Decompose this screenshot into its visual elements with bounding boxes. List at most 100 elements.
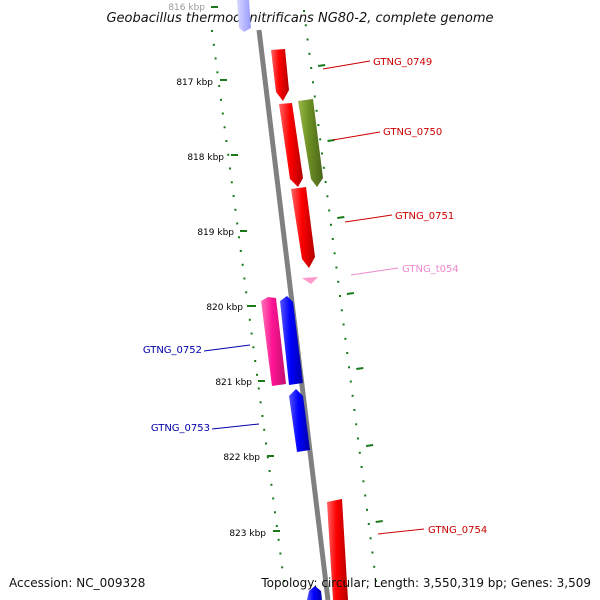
- tick-label-820: 820 kbp: [206, 303, 243, 313]
- dot-track-inner-left-dot: [261, 415, 264, 417]
- dot-track-inner-right-dot: [324, 181, 327, 183]
- dot-track-inner-right-dot: [340, 309, 343, 312]
- leader-line-gtng-0752: [203, 344, 251, 352]
- dot-track-inner-right-dot: [322, 166, 325, 169]
- dot-track-inner-right-dot: [348, 366, 350, 369]
- tick-dot-tracks: [211, 10, 383, 582]
- dot-track-inner-left-dot: [241, 263, 244, 266]
- dot-track-inner-right-dot: [330, 223, 332, 226]
- dot-track-inner-left-dot: [254, 360, 257, 362]
- dot-track-inner-right-dot: [346, 352, 349, 354]
- dot-track-inner-right-dot: [313, 95, 316, 98]
- dot-track-inner-right-dot: [328, 209, 331, 212]
- dot-track-inner-left-dot: [256, 373, 258, 376]
- dot-track-inner-left-dot: [239, 250, 242, 252]
- dot-track-inner-left-dot: [230, 181, 233, 184]
- dot-track-inner-left-dot: [265, 442, 267, 445]
- dot-track-inner-right-dot: [373, 565, 376, 568]
- dot-track-inner-left-dot: [214, 57, 217, 60]
- dot-track-inner-right-dot: [326, 195, 329, 198]
- dot-track-inner-right-dot: [358, 451, 361, 454]
- scale-ticks: 816 kbp 817 kbp 818 kbp 819 kbp 820 kbp …: [168, 3, 280, 539]
- dot-track-inner-left-dot: [272, 497, 275, 500]
- dot-track-inner-right-dot: [308, 52, 311, 55]
- dot-track-inner-left-dot: [232, 195, 235, 197]
- leader-line-gtng-0751: [344, 214, 393, 223]
- gene-label-gtng-0754[interactable]: GTNG_0754: [428, 525, 487, 536]
- gene-labels: GTNG_0749 GTNG_0750 GTNG_0751 GTNG_t054 …: [143, 57, 487, 536]
- gene-feature-offscreen-top[interactable]: [237, 0, 251, 32]
- gene-arrow-gtng-0750[interactable]: [298, 99, 323, 187]
- gene-arrow-gtng-0749[interactable]: [271, 49, 289, 101]
- dot-track-inner-left-dot: [221, 112, 224, 115]
- dot-track-inner-right-dot: [353, 409, 356, 411]
- minor-scale-mark: [337, 216, 345, 219]
- dot-track-inner-left-dot: [218, 85, 221, 87]
- leader-line-gtng-0749: [322, 60, 371, 70]
- gene-arrow-gtng-0753[interactable]: [289, 389, 310, 452]
- dot-track-inner-left-dot: [238, 236, 240, 239]
- leader-line-gtng-0754: [377, 528, 425, 535]
- dot-track-inner-left-dot: [229, 167, 231, 170]
- dot-track-inner-right-dot: [335, 266, 338, 269]
- leader-line-gtng-0753: [211, 423, 260, 430]
- gene-label-gtng-t054[interactable]: GTNG_t054: [402, 264, 459, 275]
- dot-track-inner-right-dot: [362, 480, 365, 483]
- dot-track-inner-left-dot: [243, 277, 246, 280]
- dot-track-inner-right-dot: [319, 138, 322, 141]
- gene-arrow-gtng-0752[interactable]: [261, 297, 286, 386]
- accession-text: Accession: NC_009328: [9, 576, 145, 590]
- dot-track-inner-left-dot: [263, 428, 266, 431]
- dot-track-inner-left-dot: [220, 98, 222, 101]
- minor-scale-mark: [365, 444, 374, 447]
- dot-track-inner-right-dot: [360, 466, 363, 468]
- dot-track-inner-right-dot: [342, 323, 345, 326]
- tick-label-816: 816 kbp: [168, 3, 205, 13]
- dot-track-inner-left-dot: [277, 538, 280, 541]
- dot-track-inner-right-dot: [367, 523, 370, 525]
- dot-track-inner-left-dot: [225, 140, 228, 142]
- dot-track-inner-right-dot: [317, 124, 320, 126]
- dot-track-inner-left-dot: [281, 566, 284, 569]
- dot-track-inner-right-dot: [306, 38, 309, 41]
- dot-track-inner-left-dot: [234, 208, 237, 211]
- dot-track-inner-right-dot: [366, 508, 368, 511]
- gene-arrow-blue-821[interactable]: [280, 296, 303, 385]
- gene-label-gtng-0750[interactable]: GTNG_0750: [383, 127, 442, 138]
- dot-track-inner-left-dot: [257, 387, 260, 390]
- dot-track-inner-right-dot: [312, 81, 314, 84]
- gene-feature-offscreen-bottom[interactable]: [307, 586, 322, 600]
- dot-track-inner-left-dot: [252, 346, 255, 349]
- dot-track-inner-left-dot: [279, 552, 282, 555]
- gene-label-gtng-0749[interactable]: GTNG_0749: [373, 57, 432, 68]
- dot-track-inner-left-dot: [227, 153, 230, 156]
- dot-track-inner-right-dot: [369, 537, 372, 540]
- gene-arrow-red-818[interactable]: [279, 103, 303, 187]
- tick-label-823: 823 kbp: [229, 529, 266, 539]
- dot-track-inner-right-dot: [331, 238, 334, 240]
- dot-track-inner-right-dot: [357, 437, 359, 440]
- minor-scale-mark: [317, 64, 326, 67]
- dot-track-inner-left-dot: [268, 470, 271, 472]
- dot-track-inner-right-dot: [364, 494, 367, 497]
- dot-track-inner-right-dot: [339, 295, 341, 297]
- gene-label-gtng-0753[interactable]: GTNG_0753: [151, 423, 210, 434]
- gene-arrow-gtng-0751[interactable]: [291, 187, 315, 268]
- minor-scale-mark: [375, 520, 383, 523]
- gene-features: [237, 0, 348, 600]
- minor-scale-mark: [346, 292, 355, 295]
- dot-track-inner-right-dot: [321, 152, 323, 155]
- leader-line-gtng-0750: [332, 131, 381, 141]
- trna-marker-gtng-t054[interactable]: [302, 277, 318, 284]
- leader-line-gtng-t054: [350, 267, 399, 276]
- gene-label-gtng-0751[interactable]: GTNG_0751: [395, 211, 454, 222]
- dot-track-inner-left-dot: [245, 291, 248, 294]
- tick-label-822: 822 kbp: [223, 453, 260, 463]
- gene-label-gtng-0752[interactable]: GTNG_0752: [143, 345, 202, 356]
- gene-arrow-gtng-0754[interactable]: [327, 499, 348, 600]
- dot-track-inner-right-dot: [333, 252, 336, 255]
- tick-label-817: 817 kbp: [176, 78, 213, 88]
- dot-track-inner-left-dot: [266, 456, 269, 459]
- dot-track-inner-right-dot: [355, 423, 358, 426]
